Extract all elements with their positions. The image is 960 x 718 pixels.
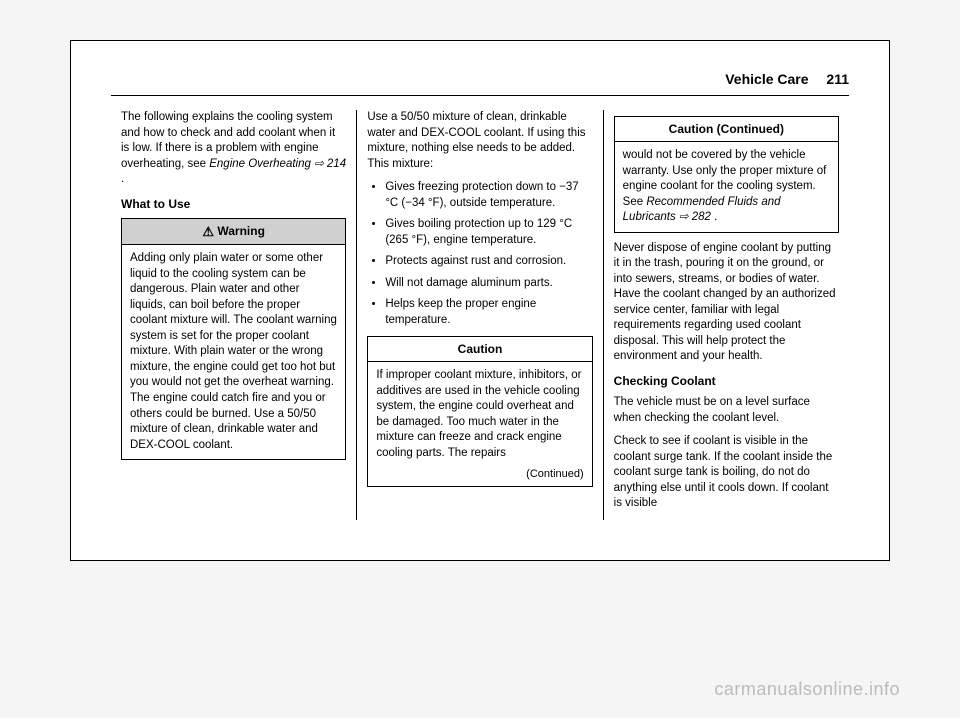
warning-title: ⚠ Warning [122, 219, 345, 246]
caution-body: If improper coolant mixture, inhibitors,… [368, 362, 591, 467]
cross-ref-link: Engine Overheating [209, 158, 311, 170]
bullet-item: Helps keep the proper engine temperature… [385, 297, 592, 328]
bullet-item: Gives boiling protection up to 129 °C (2… [385, 217, 592, 248]
bullet-item: Gives freezing protection down to −37 °C… [385, 180, 592, 211]
manual-page: Vehicle Care 211 The following explains … [70, 40, 890, 561]
warning-icon: ⚠ [202, 224, 214, 239]
section-title: Vehicle Care [725, 71, 808, 87]
caution-box: Caution If improper coolant mixture, inh… [367, 336, 592, 487]
mixture-bullets: Gives freezing protection down to −37 °C… [367, 180, 592, 328]
column-1: The following explains the cooling syste… [111, 110, 356, 520]
checking-coolant-heading: Checking Coolant [614, 373, 839, 389]
what-to-use-heading: What to Use [121, 196, 346, 212]
level-surface-paragraph: The vehicle must be on a level surface w… [614, 395, 839, 426]
continued-label: (Continued) [368, 467, 591, 486]
caution-continued-box: Caution (Continued) would not be covered… [614, 116, 839, 233]
warning-body: Adding only plain water or some other li… [122, 245, 345, 459]
cross-ref-pageref: ⇨ 282 [676, 211, 714, 223]
page-header: Vehicle Care 211 [111, 71, 849, 96]
intro-paragraph: The following explains the cooling syste… [121, 110, 346, 188]
check-visible-paragraph: Check to see if coolant is visible in th… [614, 434, 839, 512]
warning-title-text: Warning [217, 224, 265, 238]
caution-continued-title: Caution (Continued) [615, 117, 838, 142]
bullet-item: Will not damage aluminum parts. [385, 276, 592, 292]
bullet-item: Protects against rust and corrosion. [385, 254, 592, 270]
intro-tail: . [121, 173, 124, 185]
caution-cont-tail: . [714, 211, 717, 223]
page-number: 211 [826, 71, 849, 87]
caution-title: Caution [368, 337, 591, 362]
warning-box: ⚠ Warning Adding only plain water or som… [121, 218, 346, 460]
caution-continued-body: would not be covered by the vehicle warr… [615, 142, 838, 232]
mixture-intro: Use a 50/50 mixture of clean, drinkable … [367, 110, 592, 172]
column-2: Use a 50/50 mixture of clean, drinkable … [356, 110, 602, 520]
content-columns: The following explains the cooling syste… [111, 110, 849, 520]
watermark: carmanualsonline.info [714, 679, 900, 700]
column-3: Caution (Continued) would not be covered… [603, 110, 849, 520]
disposal-paragraph: Never dispose of engine coolant by putti… [614, 241, 839, 365]
cross-ref-pageref: ⇨ 214 [311, 158, 346, 170]
